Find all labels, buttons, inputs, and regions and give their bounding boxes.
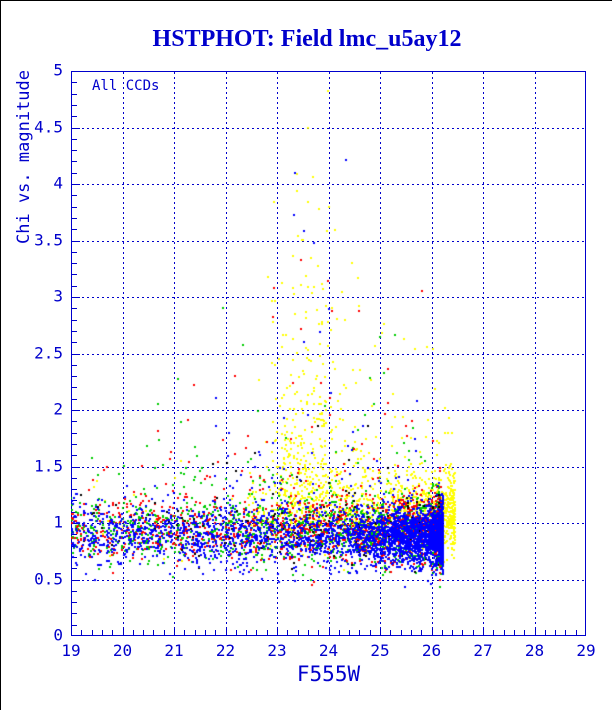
- y-tick-label: 1.5: [34, 456, 63, 476]
- x-tick-label: 20: [112, 641, 133, 660]
- y-tick-label: 3: [53, 286, 63, 306]
- x-tick-label: 28: [524, 641, 545, 660]
- x-tick-label: 21: [164, 641, 184, 660]
- y-tick-label: 1: [53, 512, 63, 532]
- x-tick-label: 25: [370, 641, 390, 660]
- y-tick-label: 0.5: [34, 569, 63, 589]
- x-axis-label: F555W: [296, 662, 361, 686]
- x-tick-label: 29: [576, 641, 596, 660]
- annotation-all-ccds: All CCDs: [92, 78, 160, 94]
- x-tick-label: 26: [421, 641, 442, 660]
- y-axis-label: Chi vs. magnitude: [14, 70, 34, 244]
- page-title: HSTPHOT: Field lmc_u5ay12: [152, 26, 462, 52]
- y-tick-label: 4: [53, 173, 63, 193]
- plot-area: [71, 71, 586, 636]
- y-tick-label: 3.5: [34, 230, 63, 250]
- y-tick-label: 2: [53, 399, 63, 419]
- y-tick-label: 5: [53, 60, 63, 80]
- y-tick-label: 2.5: [34, 343, 63, 363]
- y-tick-label: 0: [53, 625, 63, 645]
- scatter-points-canvas: [71, 71, 586, 636]
- x-tick-label: 24: [318, 641, 339, 660]
- x-tick-label: 23: [267, 641, 287, 660]
- x-tick-label: 19: [61, 641, 81, 660]
- y-tick-label: 4.5: [34, 117, 63, 137]
- x-tick-label: 22: [215, 641, 236, 660]
- x-tick-label: 27: [473, 641, 493, 660]
